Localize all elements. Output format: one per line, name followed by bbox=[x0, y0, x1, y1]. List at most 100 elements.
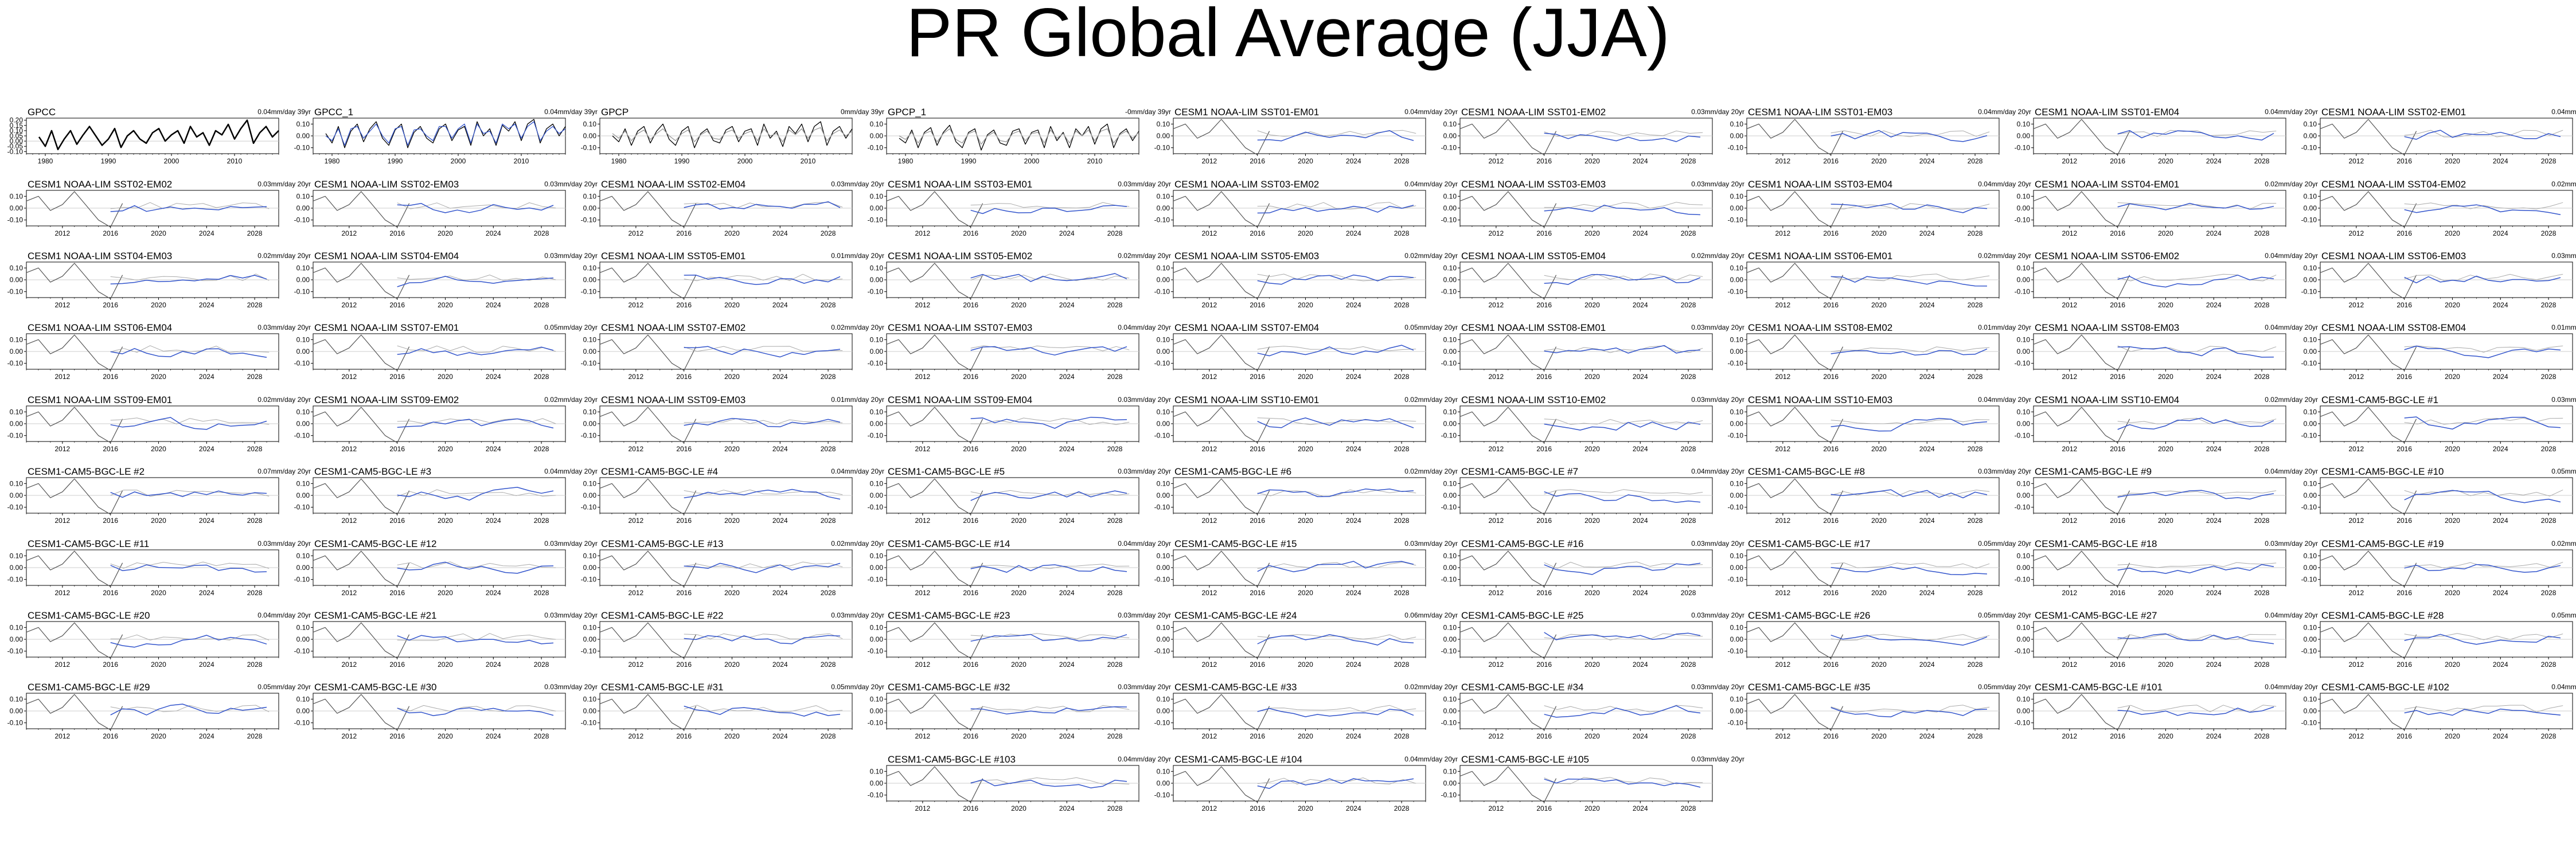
panel-title: CESM1 NOAA-LIM SST09-EM02 bbox=[314, 394, 459, 405]
forecast-line bbox=[2404, 204, 2561, 216]
y-tick-label: 0.00 bbox=[1730, 276, 1744, 284]
observed-line bbox=[2320, 622, 2417, 659]
panel-title: CESM1-CAM5-BGC-LE #10 bbox=[2321, 466, 2444, 477]
observed-line bbox=[1173, 407, 1270, 443]
trend-label: 0.02mm/day 20yr bbox=[1404, 467, 1458, 475]
x-tick-label: 2012 bbox=[2349, 373, 2364, 381]
x-tick-label: 2024 bbox=[2493, 589, 2508, 597]
x-tick-label: 2010 bbox=[801, 157, 816, 165]
y-tick-label: 0.00 bbox=[296, 132, 310, 140]
y-tick-label: 0.00 bbox=[2017, 707, 2031, 715]
trend-label: 0.04mm/day 39yr bbox=[257, 108, 311, 116]
forecast-line bbox=[970, 706, 1127, 715]
x-tick-label: 2016 bbox=[2110, 157, 2125, 165]
forecast-line bbox=[110, 704, 267, 716]
x-tick-label: 2020 bbox=[151, 373, 166, 381]
x-tick-label: 2012 bbox=[1489, 301, 1504, 309]
line-chart: 0.10 0.00 -0.10 2012 2016 2020 2024 2028 bbox=[868, 477, 1139, 525]
x-tick-label: 2028 bbox=[2254, 157, 2270, 165]
trend-label: 0.04mm/day 20yr bbox=[1118, 323, 1171, 331]
panel-title: CESM1 NOAA-LIM SST07-EM04 bbox=[1174, 322, 1320, 333]
chart-panel: CESM1-CAM5-BGC-LE #31 0.05mm/day 20yr 0.10… bbox=[581, 682, 887, 752]
y-tick-label: -0.10 bbox=[1154, 647, 1170, 655]
x-tick-label: 2020 bbox=[438, 732, 453, 740]
observed-line bbox=[313, 622, 410, 659]
observed-line bbox=[1459, 191, 1557, 228]
chart-panel: CESM1 NOAA-LIM SST03-EM02 0.04mm/day 20yr… bbox=[1154, 179, 1460, 249]
line-chart: 0.10 0.00 -0.10 2012 2016 2020 2024 2028 bbox=[1154, 477, 1426, 525]
forecast-line bbox=[970, 346, 1127, 355]
x-tick-label: 2024 bbox=[486, 445, 501, 453]
x-tick-label: 2028 bbox=[534, 301, 549, 309]
reference-line bbox=[970, 705, 1130, 712]
panel-title: CESM1 NOAA-LIM SST05-EM01 bbox=[601, 251, 746, 261]
x-tick-label: 2010 bbox=[514, 157, 529, 165]
chart-panel: CESM1 NOAA-LIM SST02-EM01 0.04mm/day 20yr… bbox=[2301, 107, 2576, 177]
x-tick-label: 2016 bbox=[1823, 445, 1839, 453]
line-chart: 0.10 0.00 -0.10 2012 2016 2020 2024 2028 bbox=[7, 693, 279, 740]
x-tick-label: 2012 bbox=[629, 373, 644, 381]
x-tick-label: 2028 bbox=[1394, 517, 1410, 525]
y-tick-label: 0.10 bbox=[583, 264, 597, 272]
observed-line bbox=[2033, 550, 2130, 587]
x-tick-label: 2012 bbox=[1489, 732, 1504, 740]
trend-label: 0.02mm/day 20yr bbox=[2551, 540, 2576, 548]
x-tick-label: 2028 bbox=[534, 229, 549, 237]
forecast-line bbox=[684, 635, 841, 644]
x-tick-label: 2012 bbox=[1202, 804, 1217, 812]
y-tick-label: -0.10 bbox=[7, 503, 24, 511]
forecast-line bbox=[1257, 708, 1414, 717]
observed-line bbox=[1459, 334, 1557, 371]
forecast-line bbox=[2117, 346, 2274, 358]
x-tick-label: 2024 bbox=[1633, 661, 1648, 669]
trend-label: 0.02mm/day 20yr bbox=[2551, 180, 2576, 188]
reference-line bbox=[2404, 489, 2563, 497]
observed-line bbox=[886, 766, 983, 803]
trend-label: 0mm/day 39yr bbox=[840, 108, 884, 116]
x-tick-label: 2028 bbox=[1968, 373, 1983, 381]
reference-line bbox=[1830, 273, 1990, 282]
observed-line bbox=[2033, 119, 2130, 155]
x-tick-label: 2012 bbox=[1489, 229, 1504, 237]
y-tick-label: -0.10 bbox=[2301, 144, 2317, 152]
forecast-line bbox=[1544, 491, 1701, 503]
y-tick-label: 0.10 bbox=[870, 335, 884, 343]
y-tick-label: 0.00 bbox=[1730, 132, 1744, 140]
y-tick-label: 0.00 bbox=[10, 635, 24, 643]
panel-title: CESM1 NOAA-LIM SST08-EM02 bbox=[1748, 322, 1893, 333]
x-tick-label: 2028 bbox=[2541, 589, 2557, 597]
x-tick-label: 2020 bbox=[1584, 661, 1600, 669]
forecast-line bbox=[1544, 421, 1701, 431]
y-tick-label: -0.10 bbox=[1441, 360, 1457, 368]
y-tick-label: 0.10 bbox=[2304, 623, 2317, 631]
observed-line bbox=[313, 334, 410, 371]
x-tick-label: 2020 bbox=[724, 589, 740, 597]
x-tick-label: 2020 bbox=[1584, 517, 1600, 525]
x-tick-label: 2016 bbox=[2110, 373, 2125, 381]
reference-line bbox=[970, 564, 1130, 569]
line-chart: 0.10 0.00 -0.10 2012 2016 2020 2024 2028 bbox=[1441, 261, 1713, 309]
y-tick-label: -0.10 bbox=[294, 288, 310, 296]
y-tick-label: 0.10 bbox=[1443, 695, 1457, 703]
chart-panel: CESM1-CAM5-BGC-LE #17 0.05mm/day 20yr 0.10… bbox=[1728, 538, 2034, 608]
y-tick-label: 0.00 bbox=[1443, 276, 1457, 284]
panel-title: CESM1-CAM5-BGC-LE #22 bbox=[601, 610, 724, 621]
x-tick-label: 2012 bbox=[2349, 445, 2364, 453]
y-tick-label: -0.10 bbox=[1154, 216, 1170, 224]
x-tick-label: 2016 bbox=[676, 589, 692, 597]
trend-label: 0.04mm/day 20yr bbox=[2265, 252, 2318, 260]
y-tick-label: 0.10 bbox=[2017, 695, 2031, 703]
x-tick-label: 2024 bbox=[1346, 301, 1361, 309]
x-tick-label: 2016 bbox=[2397, 301, 2412, 309]
line-chart: 0.10 0.00 -0.10 2012 2016 2020 2024 2028 bbox=[1154, 261, 1426, 309]
x-tick-label: 2012 bbox=[629, 661, 644, 669]
chart-panel: CESM1 NOAA-LIM SST04-EM01 0.02mm/day 20yr… bbox=[2015, 179, 2320, 249]
x-tick-label: 2024 bbox=[486, 517, 501, 525]
trend-label: 0.07mm/day 20yr bbox=[257, 467, 311, 475]
x-tick-label: 2024 bbox=[2206, 157, 2222, 165]
x-tick-label: 2012 bbox=[1775, 732, 1791, 740]
x-tick-label: 2016 bbox=[103, 661, 118, 669]
trend-label: 0.04mm/day 20yr bbox=[831, 467, 884, 475]
x-tick-label: 2028 bbox=[821, 373, 836, 381]
chart-panel: CESM1-CAM5-BGC-LE #9 0.04mm/day 20yr 0.10 0… bbox=[2015, 466, 2320, 536]
